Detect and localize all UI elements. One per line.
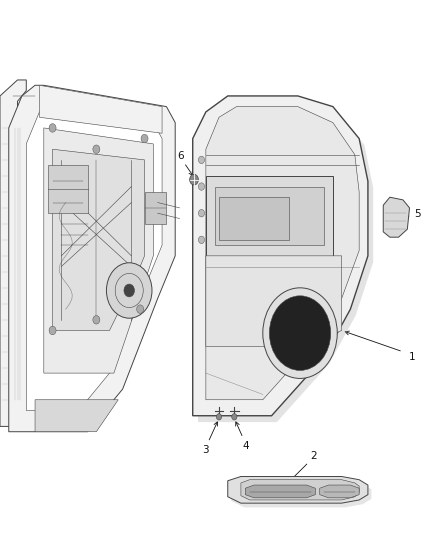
Text: 3: 3 (201, 446, 208, 455)
Text: 1: 1 (408, 352, 415, 362)
Text: 5: 5 (414, 209, 421, 219)
Circle shape (93, 145, 100, 154)
Polygon shape (383, 197, 410, 237)
Circle shape (263, 288, 337, 378)
Polygon shape (26, 107, 162, 410)
Circle shape (198, 183, 205, 190)
Circle shape (198, 236, 205, 244)
Polygon shape (206, 107, 359, 400)
Polygon shape (206, 256, 342, 346)
Polygon shape (241, 480, 359, 500)
Circle shape (49, 124, 56, 132)
Polygon shape (44, 128, 153, 373)
Circle shape (137, 305, 144, 313)
Bar (145, 192, 166, 224)
Polygon shape (245, 485, 315, 498)
Circle shape (49, 326, 56, 335)
Circle shape (93, 316, 100, 324)
Circle shape (124, 284, 134, 297)
Circle shape (190, 174, 198, 185)
Polygon shape (228, 477, 368, 503)
Polygon shape (206, 176, 333, 256)
Circle shape (198, 209, 205, 217)
Circle shape (269, 296, 331, 370)
Polygon shape (320, 485, 359, 498)
Text: 4: 4 (242, 441, 249, 451)
Circle shape (106, 263, 152, 318)
Text: 6: 6 (177, 151, 184, 160)
Circle shape (198, 156, 205, 164)
Text: 2: 2 (310, 451, 317, 461)
Bar (48, 165, 88, 213)
Circle shape (141, 134, 148, 143)
Polygon shape (9, 85, 175, 432)
Polygon shape (231, 481, 371, 507)
Polygon shape (198, 102, 373, 422)
Polygon shape (39, 85, 162, 133)
Polygon shape (0, 80, 26, 426)
Polygon shape (219, 197, 289, 240)
Polygon shape (35, 400, 118, 432)
Circle shape (216, 414, 222, 420)
Polygon shape (215, 187, 324, 245)
Polygon shape (193, 96, 368, 416)
Polygon shape (53, 149, 145, 330)
Circle shape (232, 414, 237, 420)
